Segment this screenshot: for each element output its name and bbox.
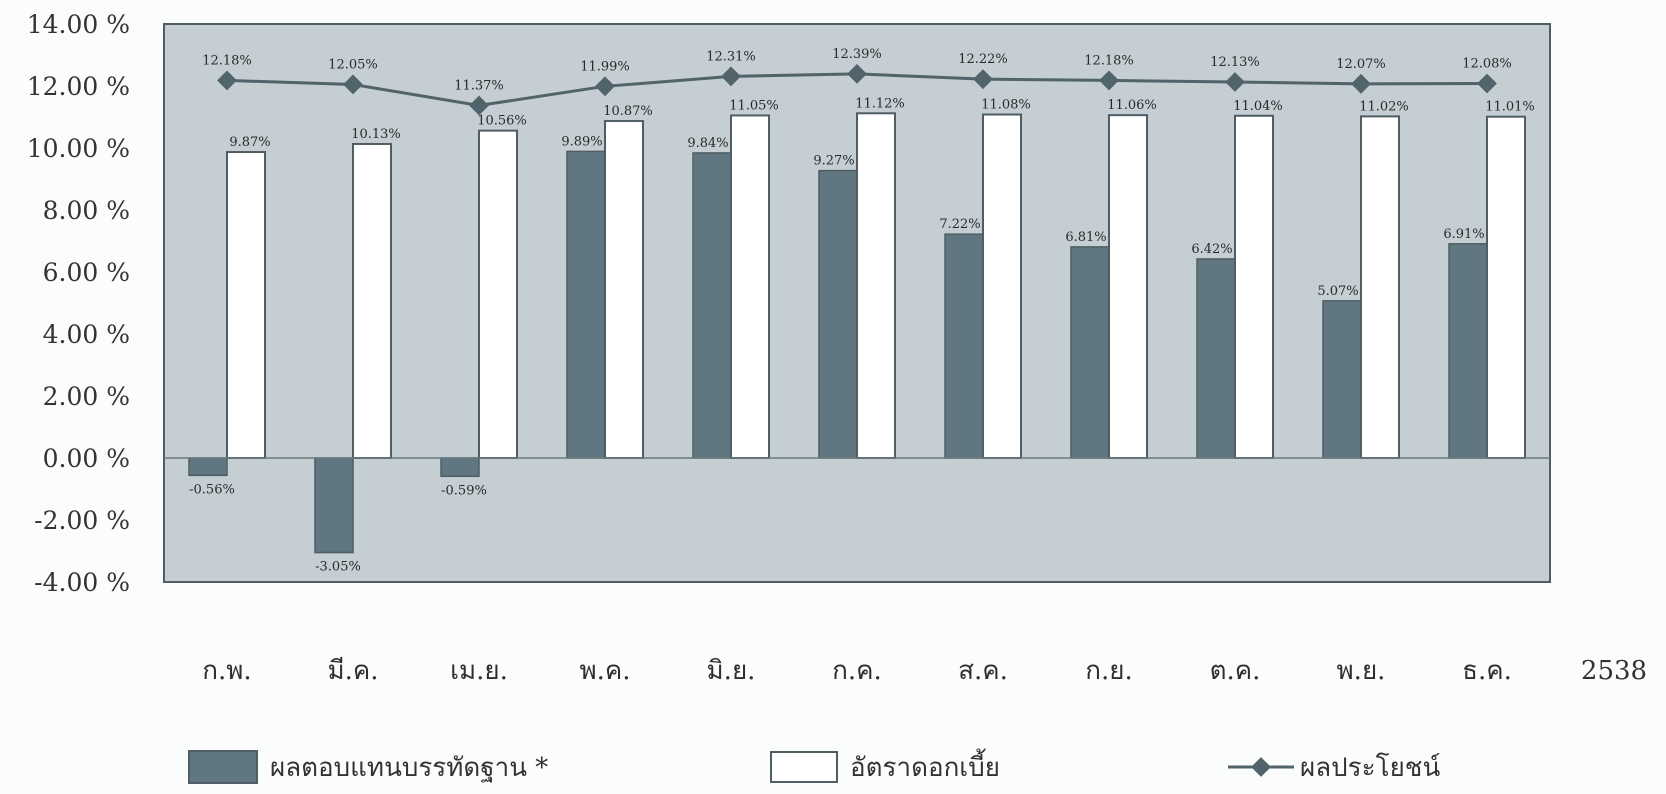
year-label: 2538 — [1581, 656, 1647, 686]
x-tick-label-7: ก.ย. — [1085, 656, 1133, 686]
x-tick-label-9: พ.ย. — [1337, 656, 1386, 686]
data-label-interest-6: 11.08% — [981, 98, 1031, 113]
bar-benchmark-9 — [1322, 300, 1362, 459]
yield-point-9 — [1351, 73, 1371, 94]
data-label-interest-5: 11.12% — [855, 96, 905, 111]
yield-point-7 — [1099, 70, 1119, 91]
bar-interest-1 — [352, 142, 392, 459]
data-label-yield-3: 11.99% — [580, 59, 630, 74]
bar-benchmark-7 — [1070, 246, 1110, 459]
legend-label-yield: ผลประโยชน์ — [1300, 752, 1441, 783]
x-tick-label-1: มี.ค. — [327, 656, 378, 686]
legend-yield: ผลประโยชน์ — [1228, 745, 1440, 789]
bar-interest-0 — [226, 151, 266, 459]
y-tick-label-0: -4.00 % — [34, 568, 130, 597]
x-tick-label-2: เม.ย. — [450, 656, 508, 686]
y-tick-label-7: 10.00 % — [27, 134, 130, 163]
data-label-interest-10: 11.01% — [1485, 100, 1535, 115]
bar-interest-5 — [856, 112, 896, 459]
x-tick-label-5: ก.ค. — [832, 656, 882, 686]
bar-interest-6 — [982, 113, 1022, 460]
y-tick-label-9: 14.00 % — [27, 10, 130, 39]
x-tick-label-4: มิ.ย. — [707, 656, 756, 686]
data-label-yield-2: 11.37% — [454, 79, 504, 94]
data-label-benchmark-1: -3.05% — [315, 560, 361, 575]
data-label-interest-1: 10.13% — [351, 127, 401, 142]
data-label-benchmark-4: 9.84% — [687, 136, 728, 151]
bar-benchmark-1 — [314, 457, 354, 554]
y-tick-label-4: 4.00 % — [43, 320, 130, 349]
yield-point-1 — [343, 74, 363, 95]
bar-interest-8 — [1234, 114, 1274, 459]
x-tick-label-6: ส.ค. — [958, 656, 1008, 686]
bar-benchmark-10 — [1448, 243, 1488, 459]
legend-benchmark-return: ผลตอบแทนบรรทัดฐาน * — [188, 745, 548, 789]
data-label-yield-9: 12.07% — [1336, 57, 1386, 72]
data-label-yield-8: 12.13% — [1210, 55, 1260, 70]
data-label-yield-1: 12.05% — [328, 57, 378, 72]
data-label-interest-9: 11.02% — [1359, 99, 1409, 114]
data-label-benchmark-8: 6.42% — [1191, 242, 1232, 257]
data-label-yield-0: 12.18% — [202, 53, 252, 68]
data-label-yield-5: 12.39% — [832, 47, 882, 62]
x-tick-label-8: ต.ค. — [1210, 656, 1261, 686]
bar-benchmark-0 — [188, 457, 228, 477]
data-label-interest-7: 11.06% — [1107, 98, 1157, 113]
bar-benchmark-4 — [692, 152, 732, 459]
bar-benchmark-3 — [566, 150, 606, 459]
data-label-yield-10: 12.08% — [1462, 57, 1512, 72]
data-label-benchmark-10: 6.91% — [1443, 227, 1484, 242]
data-label-yield-6: 12.22% — [958, 52, 1008, 67]
bar-interest-7 — [1108, 114, 1148, 459]
yield-point-0 — [217, 70, 237, 91]
bar-interest-3 — [604, 120, 644, 459]
x-tick-label-10: ธ.ค. — [1462, 656, 1512, 686]
yield-point-2 — [469, 95, 489, 116]
data-label-interest-3: 10.87% — [603, 104, 653, 119]
legend-swatch-benchmark — [188, 750, 258, 784]
x-tick-label-3: พ.ค. — [579, 656, 630, 686]
data-label-interest-0: 9.87% — [229, 135, 270, 150]
yield-point-8 — [1225, 72, 1245, 92]
bar-interest-9 — [1360, 115, 1400, 459]
legend-swatch-yield-icon — [1228, 757, 1294, 777]
data-label-benchmark-2: -0.59% — [441, 483, 487, 498]
legend-label-interest: อัตราดอกเบี้ย — [850, 752, 1000, 783]
data-label-interest-4: 11.05% — [729, 98, 779, 113]
y-tick-label-5: 6.00 % — [43, 258, 130, 287]
bar-interest-4 — [730, 114, 770, 459]
legend-label-benchmark: ผลตอบแทนบรรทัดฐาน * — [270, 752, 549, 783]
bar-benchmark-8 — [1196, 258, 1236, 459]
legend-swatch-interest — [770, 751, 838, 783]
data-label-yield-7: 12.18% — [1084, 53, 1134, 68]
y-tick-label-6: 8.00 % — [43, 196, 130, 225]
data-label-benchmark-0: -0.56% — [189, 482, 235, 497]
x-tick-label-0: ก.พ. — [202, 656, 251, 686]
data-label-benchmark-6: 7.22% — [939, 217, 980, 232]
y-tick-label-1: -2.00 % — [34, 506, 130, 535]
legend-interest-rate: อัตราดอกเบี้ย — [770, 745, 1000, 789]
data-label-benchmark-9: 5.07% — [1317, 284, 1358, 299]
data-label-interest-2: 10.56% — [477, 114, 527, 129]
bar-interest-10 — [1486, 115, 1526, 459]
y-tick-label-8: 12.00 % — [27, 72, 130, 101]
bar-benchmark-6 — [944, 233, 984, 459]
data-label-interest-8: 11.04% — [1233, 99, 1283, 114]
bar-benchmark-2 — [440, 457, 480, 478]
bar-benchmark-5 — [818, 169, 858, 459]
data-label-benchmark-7: 6.81% — [1065, 230, 1106, 245]
data-label-benchmark-5: 9.27% — [813, 154, 854, 169]
data-label-yield-4: 12.31% — [706, 49, 756, 64]
y-tick-label-3: 2.00 % — [43, 382, 130, 411]
data-label-benchmark-3: 9.89% — [561, 134, 602, 149]
y-tick-label-2: 0.00 % — [43, 444, 130, 473]
yield-point-10 — [1477, 73, 1497, 94]
bar-interest-2 — [478, 129, 518, 459]
